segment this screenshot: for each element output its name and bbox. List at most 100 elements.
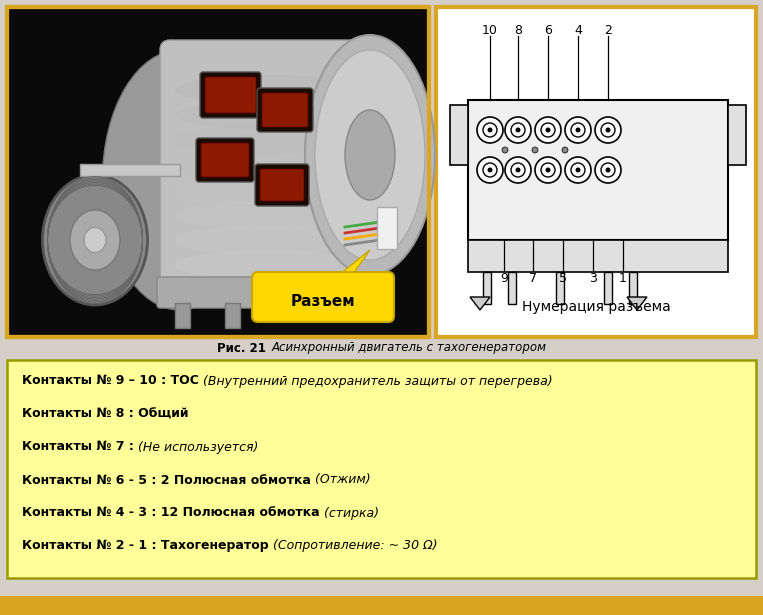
Text: 10: 10: [482, 23, 498, 36]
Text: (Внутренний предохранитель защиты от перегрева): (Внутренний предохранитель защиты от пер…: [199, 375, 552, 387]
Ellipse shape: [175, 150, 365, 180]
FancyBboxPatch shape: [205, 77, 256, 113]
Bar: [604, 272, 612, 304]
Text: (Отжим): (Отжим): [311, 474, 371, 486]
FancyBboxPatch shape: [196, 138, 254, 182]
Text: (Сопротивление: ~ 30 Ω): (Сопротивление: ~ 30 Ω): [269, 539, 437, 552]
Text: 7: 7: [529, 271, 537, 285]
Circle shape: [606, 127, 610, 132]
Bar: [225, 303, 240, 328]
Text: Асинхронный двигатель с тахогенератором: Асинхронный двигатель с тахогенератором: [272, 341, 547, 354]
Ellipse shape: [102, 50, 257, 310]
Bar: [450, 105, 468, 165]
FancyBboxPatch shape: [252, 272, 394, 322]
Ellipse shape: [315, 50, 425, 260]
Ellipse shape: [345, 110, 395, 200]
Bar: [508, 272, 516, 304]
Circle shape: [511, 163, 525, 177]
FancyBboxPatch shape: [200, 72, 261, 118]
FancyBboxPatch shape: [262, 93, 308, 127]
Circle shape: [601, 123, 615, 137]
Ellipse shape: [175, 75, 365, 105]
Bar: [7, 7, 429, 337]
Ellipse shape: [175, 100, 365, 130]
FancyBboxPatch shape: [160, 40, 380, 300]
Circle shape: [595, 117, 621, 143]
Circle shape: [541, 123, 555, 137]
Text: 9: 9: [500, 271, 508, 285]
Bar: [468, 240, 728, 272]
Text: (Не используется): (Не используется): [134, 440, 258, 453]
Ellipse shape: [43, 175, 147, 305]
Circle shape: [532, 147, 538, 153]
Circle shape: [575, 167, 581, 172]
Circle shape: [571, 123, 585, 137]
Text: 5: 5: [559, 271, 567, 285]
Text: 8: 8: [514, 23, 522, 36]
Circle shape: [546, 127, 550, 132]
Text: 3: 3: [589, 271, 597, 285]
FancyBboxPatch shape: [201, 143, 249, 177]
Circle shape: [535, 117, 561, 143]
Circle shape: [606, 167, 610, 172]
Bar: [556, 272, 564, 304]
Text: Контакты № 6 - 5 : 2 Полюсная обмотка: Контакты № 6 - 5 : 2 Полюсная обмотка: [22, 474, 311, 486]
Bar: [728, 105, 746, 165]
Text: (стирка): (стирка): [320, 507, 378, 520]
Polygon shape: [627, 297, 647, 310]
Ellipse shape: [175, 175, 365, 205]
Bar: [80, 164, 180, 176]
Circle shape: [516, 167, 520, 172]
Circle shape: [488, 127, 492, 132]
Bar: [7, 360, 756, 578]
Ellipse shape: [305, 35, 435, 275]
Circle shape: [488, 167, 492, 172]
Text: 2: 2: [604, 23, 612, 36]
FancyBboxPatch shape: [257, 88, 313, 132]
Circle shape: [511, 123, 525, 137]
Text: Контакты № 2 - 1 : Тахогенератор: Контакты № 2 - 1 : Тахогенератор: [22, 539, 269, 552]
Text: 6: 6: [544, 23, 552, 36]
Ellipse shape: [84, 228, 106, 253]
Polygon shape: [470, 297, 490, 310]
Text: Разъем: Разъем: [291, 293, 356, 309]
Circle shape: [571, 163, 585, 177]
Circle shape: [505, 117, 531, 143]
Ellipse shape: [175, 225, 365, 255]
Circle shape: [575, 127, 581, 132]
Circle shape: [595, 157, 621, 183]
Bar: [7, 7, 429, 337]
FancyBboxPatch shape: [157, 277, 263, 308]
Circle shape: [565, 117, 591, 143]
Circle shape: [546, 167, 550, 172]
Circle shape: [505, 157, 531, 183]
Circle shape: [502, 147, 508, 153]
Circle shape: [535, 157, 561, 183]
Text: 4: 4: [574, 23, 582, 36]
Circle shape: [541, 163, 555, 177]
FancyBboxPatch shape: [377, 207, 397, 249]
Circle shape: [477, 157, 503, 183]
Circle shape: [562, 147, 568, 153]
Circle shape: [483, 123, 497, 137]
Circle shape: [565, 157, 591, 183]
Ellipse shape: [70, 210, 120, 270]
Bar: [629, 272, 637, 304]
FancyBboxPatch shape: [255, 164, 309, 206]
Text: Нумерация разъема: Нумерация разъема: [522, 300, 671, 314]
Bar: [175, 303, 190, 328]
Text: 1: 1: [619, 271, 627, 285]
Circle shape: [477, 117, 503, 143]
Ellipse shape: [175, 200, 365, 230]
Circle shape: [601, 163, 615, 177]
Ellipse shape: [175, 125, 365, 155]
Bar: [468, 100, 728, 240]
Text: Рис. 21: Рис. 21: [217, 341, 270, 354]
Bar: [436, 7, 756, 337]
FancyBboxPatch shape: [260, 169, 304, 201]
Circle shape: [516, 127, 520, 132]
Text: Контакты № 7 :: Контакты № 7 :: [22, 440, 134, 453]
Ellipse shape: [175, 250, 365, 280]
Text: Контакты № 4 - 3 : 12 Полюсная обмотка: Контакты № 4 - 3 : 12 Полюсная обмотка: [22, 507, 320, 520]
Circle shape: [483, 163, 497, 177]
